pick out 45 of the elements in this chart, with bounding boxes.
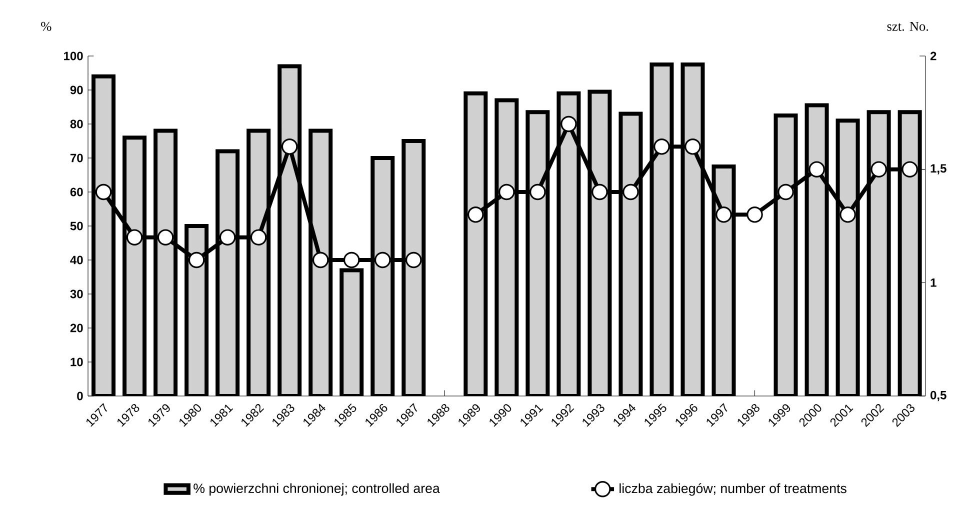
point	[468, 206, 484, 223]
y2-tick-label: 1,5	[930, 164, 946, 174]
point	[654, 138, 670, 155]
y-axis-title: %	[41, 22, 52, 31]
point	[95, 184, 112, 200]
y-tick-label: 10	[70, 358, 83, 366]
y-tick-label: 70	[70, 154, 83, 162]
y-tick-label: 20	[70, 324, 83, 332]
y-tick-label: 100	[64, 52, 83, 60]
point	[870, 161, 887, 178]
y-tick-label: 90	[70, 86, 83, 94]
point	[250, 229, 267, 246]
legend-label: liczba zabiegów; number of treatments	[620, 483, 846, 496]
y-tick-label: 30	[70, 290, 83, 298]
point	[592, 184, 608, 200]
point	[840, 206, 856, 223]
point	[374, 252, 391, 268]
y-tick-label: 0	[77, 392, 83, 400]
y2-tick-label: 1	[930, 278, 936, 287]
point	[281, 138, 298, 155]
point	[157, 229, 174, 246]
point	[622, 184, 639, 200]
point	[530, 184, 546, 200]
y2-tick-label: 0,5	[930, 390, 946, 402]
point	[716, 206, 732, 223]
legend-label: % powierzchni chronionej; controlled area	[194, 483, 440, 496]
y2-tick-label: 2	[930, 52, 936, 60]
y-tick-label: 50	[70, 222, 83, 230]
y2-axis-title: szt. No.	[887, 22, 928, 31]
point	[343, 252, 360, 268]
y-tick-label: 80	[70, 120, 83, 128]
point	[746, 206, 763, 223]
point	[560, 116, 577, 132]
point	[808, 161, 825, 178]
point	[126, 229, 143, 246]
point	[312, 252, 329, 268]
point	[498, 184, 515, 200]
y-tick-label: 40	[70, 256, 83, 264]
point	[684, 138, 701, 155]
point	[219, 229, 236, 246]
point	[188, 252, 205, 268]
point	[406, 252, 422, 268]
point	[778, 184, 794, 200]
point	[902, 161, 918, 178]
y-tick-label: 60	[70, 188, 83, 196]
